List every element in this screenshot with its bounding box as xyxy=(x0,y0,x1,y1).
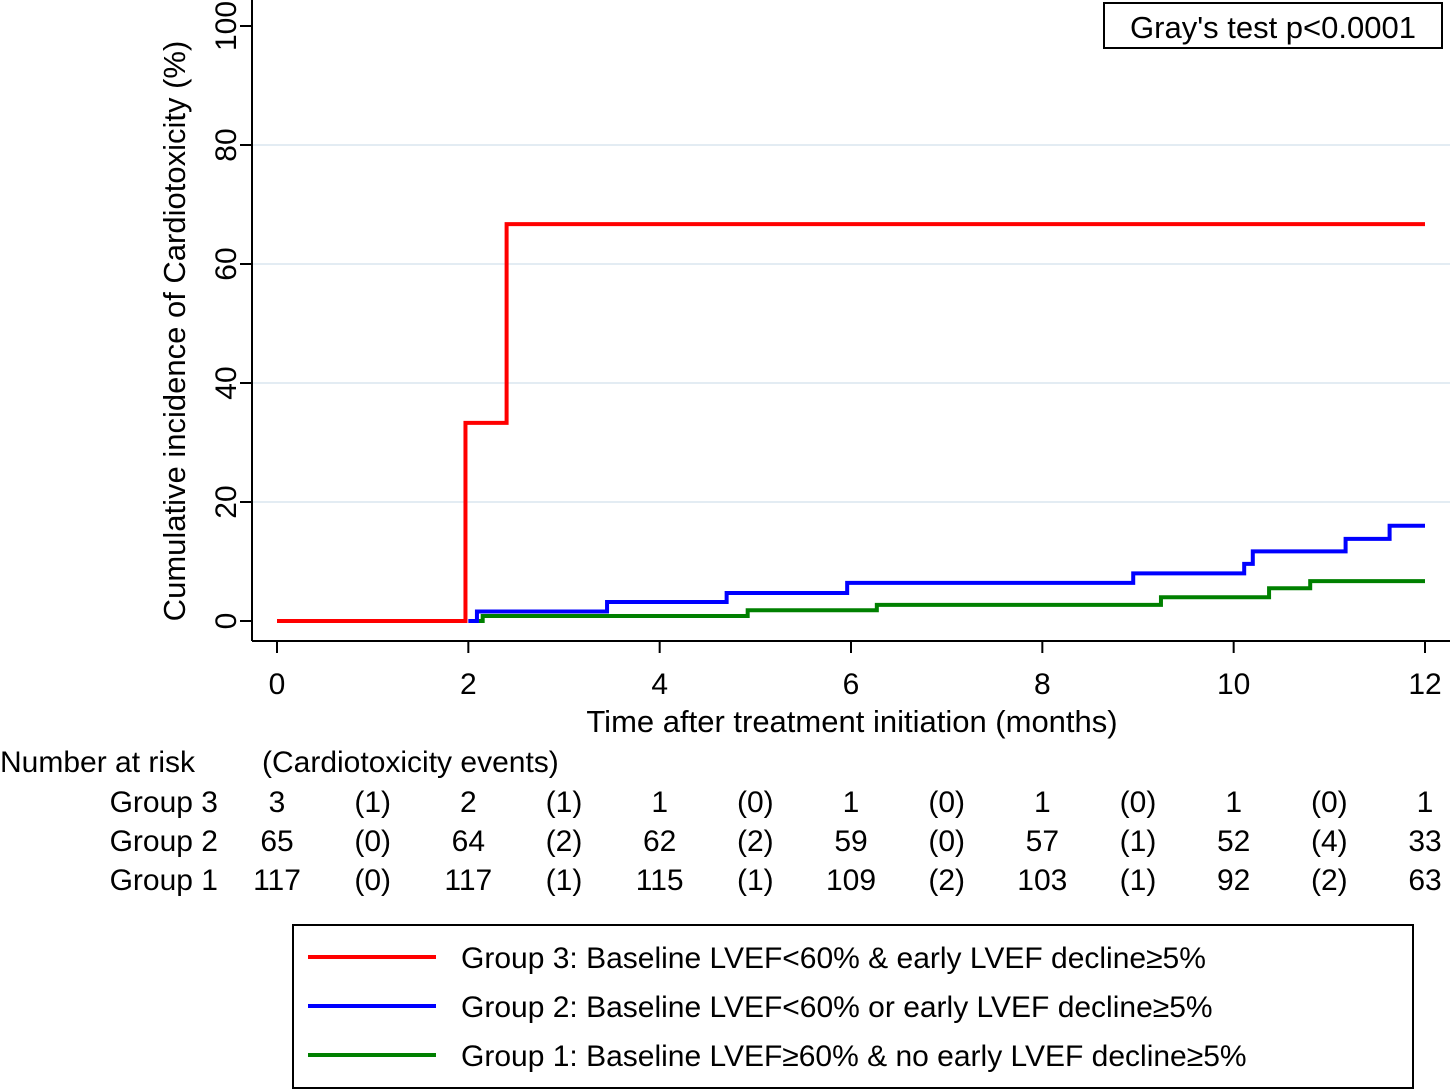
risk-cell: (2) xyxy=(737,825,774,858)
risk-table: Group 3 3 (1) 2 (1) 1 (0) 1 (0) 1 (0) 1 (0) 1 Group 2 6… xyxy=(110,786,1442,897)
risk-cell: 3 xyxy=(269,786,286,819)
risk-row-label: Group 1 xyxy=(110,864,218,897)
risk-cell: (0) xyxy=(928,786,965,819)
y-ticks: 0 20 40 60 80 100 xyxy=(210,1,252,629)
y-tick-label: 20 xyxy=(210,485,243,518)
legend-label: Group 2: Baseline LVEF<60% or early LVEF… xyxy=(461,991,1213,1024)
risk-cell: (2) xyxy=(1311,864,1348,897)
risk-cell: 1 xyxy=(843,786,860,819)
legend-label: Group 1: Baseline LVEF≥60% & no early LV… xyxy=(461,1040,1247,1073)
risk-cell: (1) xyxy=(546,786,583,819)
risk-table-title: Number at risk xyxy=(0,746,196,779)
risk-cell: (2) xyxy=(928,864,965,897)
risk-cell: (1) xyxy=(354,786,391,819)
risk-table-subtitle: (Cardiotoxicity events) xyxy=(262,746,559,779)
x-tick-label: 10 xyxy=(1217,668,1250,701)
grays-test-annotation: Gray's test p<0.0001 xyxy=(1130,10,1416,45)
risk-cell: (1) xyxy=(737,864,774,897)
risk-cell: (0) xyxy=(1120,786,1157,819)
series-line-group-2 xyxy=(468,523,1425,623)
risk-cell: 1 xyxy=(1225,786,1242,819)
risk-cell: 52 xyxy=(1217,825,1250,858)
x-tick-label: 12 xyxy=(1408,668,1441,701)
y-tick-label: 100 xyxy=(210,1,243,51)
risk-cell: 62 xyxy=(643,825,676,858)
risk-cell: (4) xyxy=(1311,825,1348,858)
y-axis-label: Cumulative incidence of Cardiotoxicity (… xyxy=(157,41,192,622)
risk-row-label: Group 2 xyxy=(110,825,218,858)
y-tick-label: 80 xyxy=(210,128,243,161)
series-lines xyxy=(277,222,1425,623)
x-axis-label: Time after treatment initiation (months) xyxy=(586,704,1117,739)
risk-cell: 57 xyxy=(1026,825,1059,858)
series-line-group-3 xyxy=(277,222,1425,623)
risk-cell: 1 xyxy=(651,786,668,819)
risk-cell: (0) xyxy=(928,825,965,858)
y-tick-label: 0 xyxy=(210,613,243,630)
legend-entries: Group 3: Baseline LVEF<60% & early LVEF … xyxy=(308,942,1247,1073)
risk-cell: 59 xyxy=(834,825,867,858)
risk-cell: 117 xyxy=(253,864,301,897)
x-ticks: 0 2 4 6 8 10 12 xyxy=(269,641,1442,701)
risk-cell: 115 xyxy=(636,864,684,897)
risk-cell: 1 xyxy=(1417,786,1434,819)
risk-cell: (0) xyxy=(354,825,391,858)
series-line-group-1 xyxy=(476,579,1425,623)
risk-cell: 65 xyxy=(260,825,293,858)
risk-cell: (1) xyxy=(1120,825,1157,858)
risk-cell: 117 xyxy=(444,864,492,897)
x-tick-label: 6 xyxy=(843,668,860,701)
y-tick-label: 40 xyxy=(210,366,243,399)
x-tick-label: 2 xyxy=(460,668,477,701)
risk-cell: 109 xyxy=(826,864,876,897)
y-tick-label: 60 xyxy=(210,247,243,280)
risk-cell: (0) xyxy=(737,786,774,819)
risk-cell: 103 xyxy=(1017,864,1067,897)
risk-cell: 1 xyxy=(1034,786,1051,819)
risk-cell: (0) xyxy=(1311,786,1348,819)
risk-cell: (2) xyxy=(546,825,583,858)
annotation-box xyxy=(1103,2,1443,49)
legend-label: Group 3: Baseline LVEF<60% & early LVEF … xyxy=(461,942,1206,975)
risk-row-label: Group 3 xyxy=(110,786,218,819)
x-tick-label: 4 xyxy=(651,668,668,701)
x-tick-label: 0 xyxy=(269,668,286,701)
legend xyxy=(292,924,1414,1089)
risk-cell: (1) xyxy=(546,864,583,897)
risk-cell: 64 xyxy=(452,825,485,858)
risk-cell: (1) xyxy=(1120,864,1157,897)
risk-cell: 2 xyxy=(460,786,477,819)
risk-cell: 92 xyxy=(1217,864,1250,897)
risk-cell: (0) xyxy=(354,864,391,897)
x-tick-label: 8 xyxy=(1034,668,1051,701)
risk-cell: 33 xyxy=(1408,825,1441,858)
gridlines xyxy=(252,144,1450,503)
risk-cell: 63 xyxy=(1408,864,1441,897)
